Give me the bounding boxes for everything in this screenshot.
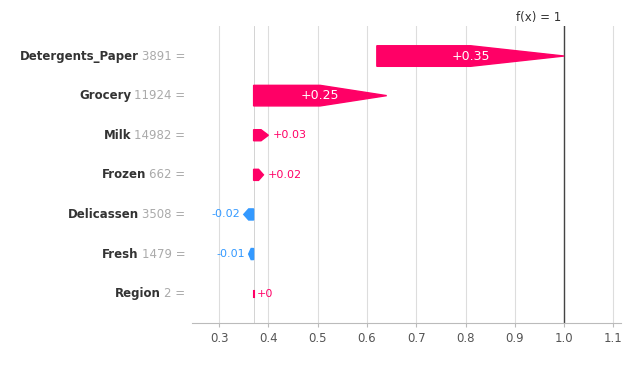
Polygon shape	[253, 169, 264, 180]
Text: 3508 =: 3508 =	[142, 208, 189, 221]
Text: 3891 =: 3891 =	[142, 50, 189, 62]
Polygon shape	[253, 130, 268, 141]
Text: Milk: Milk	[104, 129, 131, 142]
Text: f(x) = 1: f(x) = 1	[516, 11, 562, 24]
Polygon shape	[377, 46, 564, 66]
Text: -0.02: -0.02	[211, 209, 240, 220]
Text: +0.03: +0.03	[273, 130, 307, 140]
Text: Delicassen: Delicassen	[68, 208, 139, 221]
Text: +0: +0	[257, 289, 273, 299]
Text: Grocery: Grocery	[79, 89, 131, 102]
Text: 2 =: 2 =	[164, 287, 189, 300]
Text: Frozen: Frozen	[102, 168, 146, 181]
Text: -0.01: -0.01	[216, 249, 244, 259]
Text: Detergents_Paper: Detergents_Paper	[20, 50, 139, 62]
Polygon shape	[253, 85, 387, 106]
Text: 14982 =: 14982 =	[134, 129, 189, 142]
Polygon shape	[244, 209, 253, 220]
Text: 11924 =: 11924 =	[134, 89, 189, 102]
Text: +0.02: +0.02	[268, 170, 301, 180]
Text: +0.25: +0.25	[301, 89, 339, 102]
Text: Region: Region	[115, 287, 161, 300]
Text: 1479 =: 1479 =	[142, 247, 189, 261]
Text: 662 =: 662 =	[149, 168, 189, 181]
Text: Fresh: Fresh	[102, 247, 139, 261]
Text: +0.35: +0.35	[451, 50, 490, 62]
Polygon shape	[249, 249, 253, 259]
